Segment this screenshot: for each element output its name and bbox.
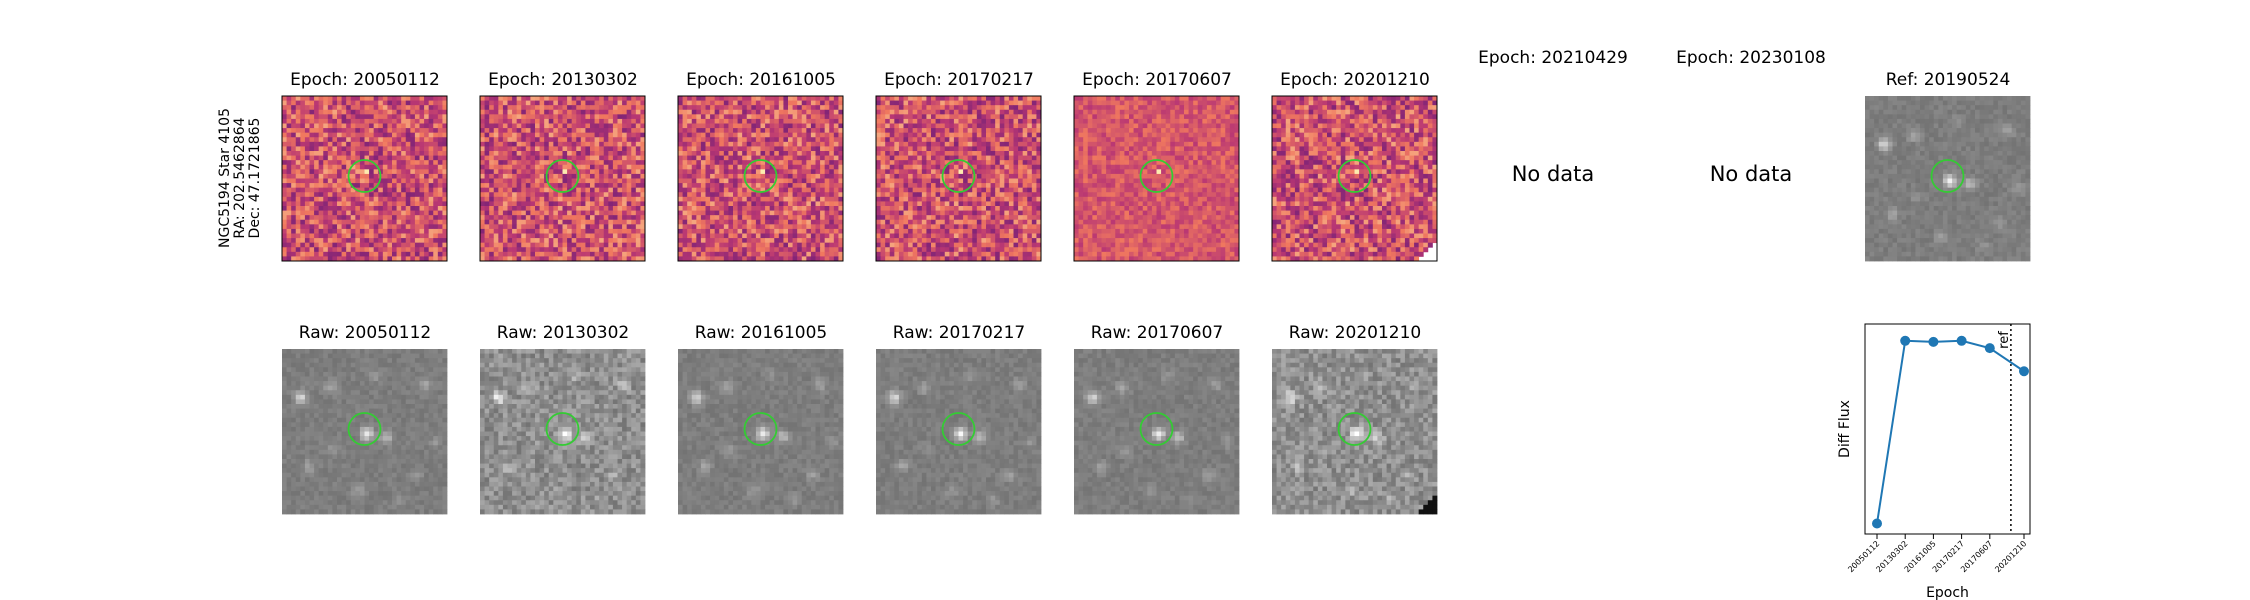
aperture-circle bbox=[1337, 412, 1372, 446]
no-data-label: No data bbox=[1709, 162, 1793, 186]
series-line bbox=[1876, 339, 2025, 524]
aperture-circle bbox=[545, 412, 580, 446]
ref-image bbox=[1865, 96, 2031, 262]
diff-flux-chart: ref2005011220130302201610052017021720170… bbox=[1837, 323, 2031, 600]
image-frame bbox=[677, 95, 844, 262]
aperture-circle bbox=[545, 159, 580, 193]
aperture-circle bbox=[743, 412, 778, 446]
raw-panel-title: Raw: 20130302 bbox=[496, 323, 630, 343]
image-frame bbox=[875, 95, 1042, 262]
raw-image bbox=[876, 349, 1042, 515]
aperture-circle bbox=[941, 412, 976, 446]
no-data-label: No data bbox=[1511, 162, 1595, 186]
diff-image bbox=[1271, 95, 1438, 262]
diff-panel-title: Epoch: 20170607 bbox=[1082, 70, 1232, 90]
aperture-circle bbox=[1139, 159, 1174, 193]
image-frame bbox=[479, 95, 646, 262]
image-frame bbox=[1271, 95, 1438, 262]
x-tick-label: 20201210 bbox=[1993, 539, 2028, 574]
raw-image bbox=[678, 349, 844, 515]
diff-panel-title: Epoch: 20130302 bbox=[488, 70, 638, 90]
raw-image bbox=[480, 349, 646, 515]
data-point bbox=[1956, 335, 1967, 346]
raw-image bbox=[1272, 349, 1438, 515]
aperture-circle bbox=[743, 159, 778, 193]
aperture-circle bbox=[1930, 159, 1965, 193]
data-point bbox=[1928, 336, 1939, 347]
diff-panel-title: Epoch: 20170217 bbox=[884, 70, 1034, 90]
diff-panel-title: Epoch: 20210429 bbox=[1478, 48, 1628, 68]
data-point bbox=[2019, 366, 2029, 377]
image-frame bbox=[281, 95, 448, 262]
diff-image bbox=[479, 95, 646, 262]
aperture-circle bbox=[1139, 412, 1174, 446]
data-point bbox=[1872, 518, 1882, 529]
diff-image bbox=[1073, 95, 1240, 262]
raw-image bbox=[1074, 349, 1240, 515]
x-axis-label: Epoch bbox=[1926, 585, 1969, 600]
diff-image bbox=[875, 95, 1042, 262]
y-axis-label: Diff Flux bbox=[1837, 400, 1853, 458]
data-point bbox=[1900, 335, 1911, 346]
raw-panel-title: Raw: 20170607 bbox=[1090, 323, 1224, 343]
aperture-circle bbox=[347, 159, 382, 193]
diff-image bbox=[281, 95, 448, 262]
diff-panel-title: Epoch: 20230108 bbox=[1676, 48, 1826, 68]
ref-line-label: ref bbox=[1997, 331, 2012, 349]
image-frame bbox=[1073, 95, 1240, 262]
diff-image bbox=[677, 95, 844, 262]
raw-panel-title: Raw: 20201210 bbox=[1288, 323, 1422, 343]
diff-panel-title: Epoch: 20050112 bbox=[290, 70, 440, 90]
raw-panel-title: Raw: 20170217 bbox=[892, 323, 1026, 343]
data-point bbox=[1984, 343, 1995, 354]
raw-image bbox=[282, 349, 448, 515]
diff-panel-title: Epoch: 20201210 bbox=[1280, 70, 1430, 90]
ref-panel-title: Ref: 20190524 bbox=[1885, 70, 2011, 90]
diff-panel-title: Epoch: 20161005 bbox=[686, 70, 836, 90]
raw-panel-title: Raw: 20050112 bbox=[298, 323, 432, 343]
aperture-circle bbox=[1337, 159, 1372, 193]
aperture-circle bbox=[347, 412, 382, 446]
aperture-circle bbox=[941, 159, 976, 193]
raw-panel-title: Raw: 20161005 bbox=[694, 323, 828, 343]
chart-frame bbox=[1864, 323, 2031, 535]
